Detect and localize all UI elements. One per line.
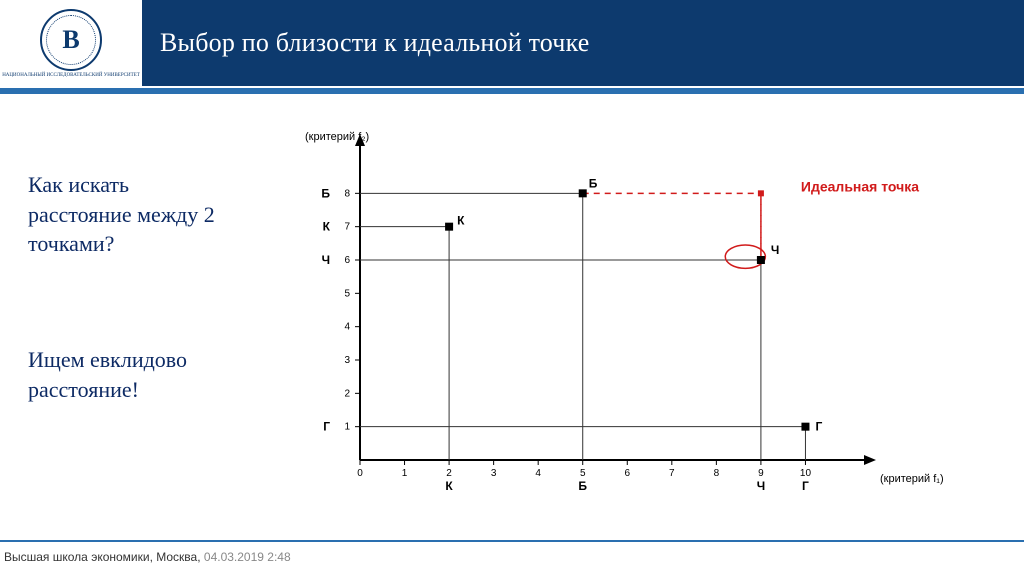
chart-area: (критерий f₂)(критерий f₁)012К345Б6789Ч1…	[250, 130, 970, 520]
svg-text:3: 3	[344, 355, 350, 366]
logo-caption: НАЦИОНАЛЬНЫЙ ИССЛЕДОВАТЕЛЬСКИЙ УНИВЕРСИТ…	[2, 73, 140, 78]
footer-org: Высшая школа экономики, Москва,	[4, 550, 204, 564]
svg-text:Б: Б	[578, 479, 587, 493]
logo: В НАЦИОНАЛЬНЫЙ ИССЛЕДОВАТЕЛЬСКИЙ УНИВЕРС…	[0, 0, 142, 86]
svg-text:Ч: Ч	[771, 243, 779, 257]
slide-title: Выбор по близости к идеальной точке	[160, 28, 590, 58]
logo-letter: В	[62, 25, 79, 55]
header-divider	[0, 86, 1024, 94]
svg-text:5: 5	[580, 468, 586, 479]
header: В НАЦИОНАЛЬНЫЙ ИССЛЕДОВАТЕЛЬСКИЙ УНИВЕРС…	[0, 0, 1024, 86]
svg-text:Г: Г	[323, 420, 330, 434]
svg-text:0: 0	[357, 468, 363, 479]
svg-text:К: К	[323, 220, 331, 234]
question-text: Как искать расстояние между 2 точками?	[28, 170, 218, 259]
slide: В НАЦИОНАЛЬНЫЙ ИССЛЕДОВАТЕЛЬСКИЙ УНИВЕРС…	[0, 0, 1024, 574]
svg-text:(критерий f₂): (критерий f₂)	[305, 131, 369, 143]
svg-text:9: 9	[758, 468, 764, 479]
svg-text:1: 1	[344, 422, 350, 433]
svg-text:2: 2	[446, 468, 452, 479]
chart-svg: (критерий f₂)(критерий f₁)012К345Б6789Ч1…	[250, 130, 970, 520]
svg-text:Идеальная точка: Идеальная точка	[801, 178, 919, 194]
svg-text:К: К	[457, 214, 465, 228]
svg-text:Б: Б	[589, 176, 598, 190]
footer-rule	[0, 540, 1024, 542]
svg-text:4: 4	[344, 322, 350, 333]
footer-text: Высшая школа экономики, Москва, 04.03.20…	[4, 550, 291, 564]
svg-text:К: К	[445, 479, 453, 493]
logo-circle: В	[40, 9, 102, 71]
svg-text:5: 5	[344, 288, 350, 299]
svg-text:Б: Б	[321, 186, 330, 200]
svg-text:(критерий f₁): (критерий f₁)	[880, 473, 944, 485]
svg-text:10: 10	[800, 468, 812, 479]
svg-text:1: 1	[402, 468, 408, 479]
answer-text: Ищем евклидово расстояние!	[28, 345, 238, 404]
svg-text:4: 4	[535, 468, 541, 479]
svg-text:7: 7	[344, 222, 350, 233]
svg-text:Г: Г	[802, 479, 809, 493]
svg-text:3: 3	[491, 468, 497, 479]
svg-text:8: 8	[344, 188, 350, 199]
svg-text:6: 6	[624, 468, 630, 479]
svg-text:Ч: Ч	[757, 479, 765, 493]
footer-timestamp: 04.03.2019 2:48	[204, 550, 291, 564]
svg-text:7: 7	[669, 468, 675, 479]
svg-text:Ч: Ч	[322, 253, 330, 267]
svg-text:6: 6	[344, 255, 350, 266]
svg-text:2: 2	[344, 388, 350, 399]
svg-text:Г: Г	[815, 420, 822, 434]
svg-text:8: 8	[714, 468, 720, 479]
